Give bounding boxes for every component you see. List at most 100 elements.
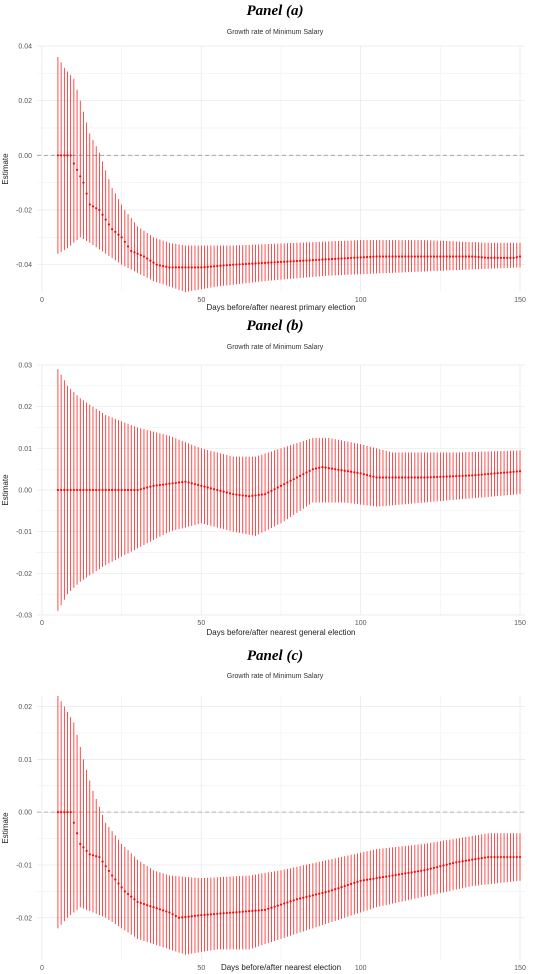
data-point — [104, 218, 107, 221]
data-point — [391, 476, 394, 479]
data-point — [187, 266, 190, 269]
data-point — [126, 892, 130, 896]
data-point — [487, 256, 490, 259]
data-point — [273, 905, 276, 908]
data-point — [340, 257, 343, 260]
data-point — [292, 899, 295, 902]
data-point — [337, 257, 340, 260]
data-point — [263, 493, 267, 496]
data-point — [359, 256, 362, 259]
data-point — [72, 488, 75, 492]
data-point — [346, 257, 350, 260]
data-point — [359, 879, 362, 882]
data-point — [193, 914, 197, 917]
data-point — [232, 493, 235, 496]
data-point — [467, 859, 471, 862]
data-point — [292, 260, 295, 263]
data-point — [340, 886, 343, 889]
data-point — [235, 263, 238, 266]
panel-title: Panel (c) — [246, 648, 304, 664]
data-point — [381, 476, 385, 479]
data-point — [123, 890, 126, 893]
data-point — [190, 482, 193, 485]
data-point — [111, 228, 114, 231]
y-tick-label: 0.02 — [18, 98, 32, 105]
data-point — [142, 902, 146, 906]
data-point — [209, 487, 212, 490]
data-point — [451, 862, 455, 865]
data-point — [254, 262, 257, 265]
data-point — [302, 259, 305, 262]
data-point — [203, 266, 206, 269]
x-axis-label: Days before/after nearest primary electi… — [207, 303, 356, 312]
data-point — [346, 883, 350, 887]
x-tick-label: 100 — [355, 965, 367, 972]
data-point — [289, 900, 292, 903]
data-point — [63, 154, 66, 157]
data-point — [228, 911, 232, 914]
data-point — [299, 259, 302, 262]
data-point — [146, 486, 149, 489]
data-point — [420, 255, 423, 258]
data-point — [251, 494, 254, 497]
data-point — [400, 476, 404, 479]
data-point — [161, 264, 165, 268]
data-point — [314, 467, 318, 470]
data-point — [515, 855, 518, 859]
data-point — [442, 255, 445, 258]
data-point — [279, 260, 283, 264]
data-point — [149, 485, 152, 488]
data-point — [232, 911, 235, 914]
data-point — [353, 471, 356, 474]
x-tick-label: 100 — [355, 620, 367, 627]
data-point — [407, 476, 410, 479]
data-point — [499, 256, 502, 259]
data-point — [139, 901, 142, 905]
data-point — [251, 262, 254, 265]
data-point — [152, 261, 155, 264]
panel-b: Panel (b) Growth rate of Minimum Salary … — [0, 318, 550, 640]
data-point — [152, 484, 155, 487]
data-point — [177, 266, 181, 269]
data-point — [257, 909, 260, 912]
data-point — [483, 856, 487, 859]
data-point — [490, 472, 493, 475]
data-point — [483, 256, 487, 259]
data-point — [133, 898, 136, 901]
data-point — [168, 266, 171, 269]
data-point — [279, 484, 283, 487]
x-tick-label: 50 — [197, 965, 205, 972]
data-point — [69, 811, 72, 814]
data-point — [518, 255, 522, 258]
y-tick-label: 0.04 — [18, 44, 32, 51]
data-point — [496, 472, 499, 475]
data-point — [82, 488, 85, 492]
data-point — [429, 867, 432, 870]
data-point — [254, 909, 257, 912]
data-point — [289, 260, 292, 263]
data-point — [158, 264, 162, 267]
data-point — [270, 261, 273, 264]
data-point — [79, 175, 82, 178]
x-axis-label: Days before/after nearest general electi… — [207, 628, 356, 637]
data-point — [133, 488, 136, 492]
data-point — [184, 480, 187, 483]
data-point — [222, 490, 225, 493]
data-point — [241, 263, 244, 266]
data-point — [451, 475, 455, 478]
data-point — [174, 914, 177, 918]
data-point — [400, 872, 404, 876]
x-tick-label: 150 — [514, 965, 526, 972]
data-point — [321, 258, 324, 261]
data-point — [203, 913, 206, 916]
data-point — [442, 864, 445, 867]
data-point — [56, 154, 60, 157]
data-point — [369, 255, 372, 258]
data-point — [515, 470, 518, 473]
data-point — [286, 901, 289, 904]
data-point — [458, 474, 461, 478]
data-point — [63, 488, 66, 492]
data-point — [146, 257, 149, 260]
data-point — [206, 913, 209, 916]
y-tick-label: -0.01 — [16, 529, 32, 536]
